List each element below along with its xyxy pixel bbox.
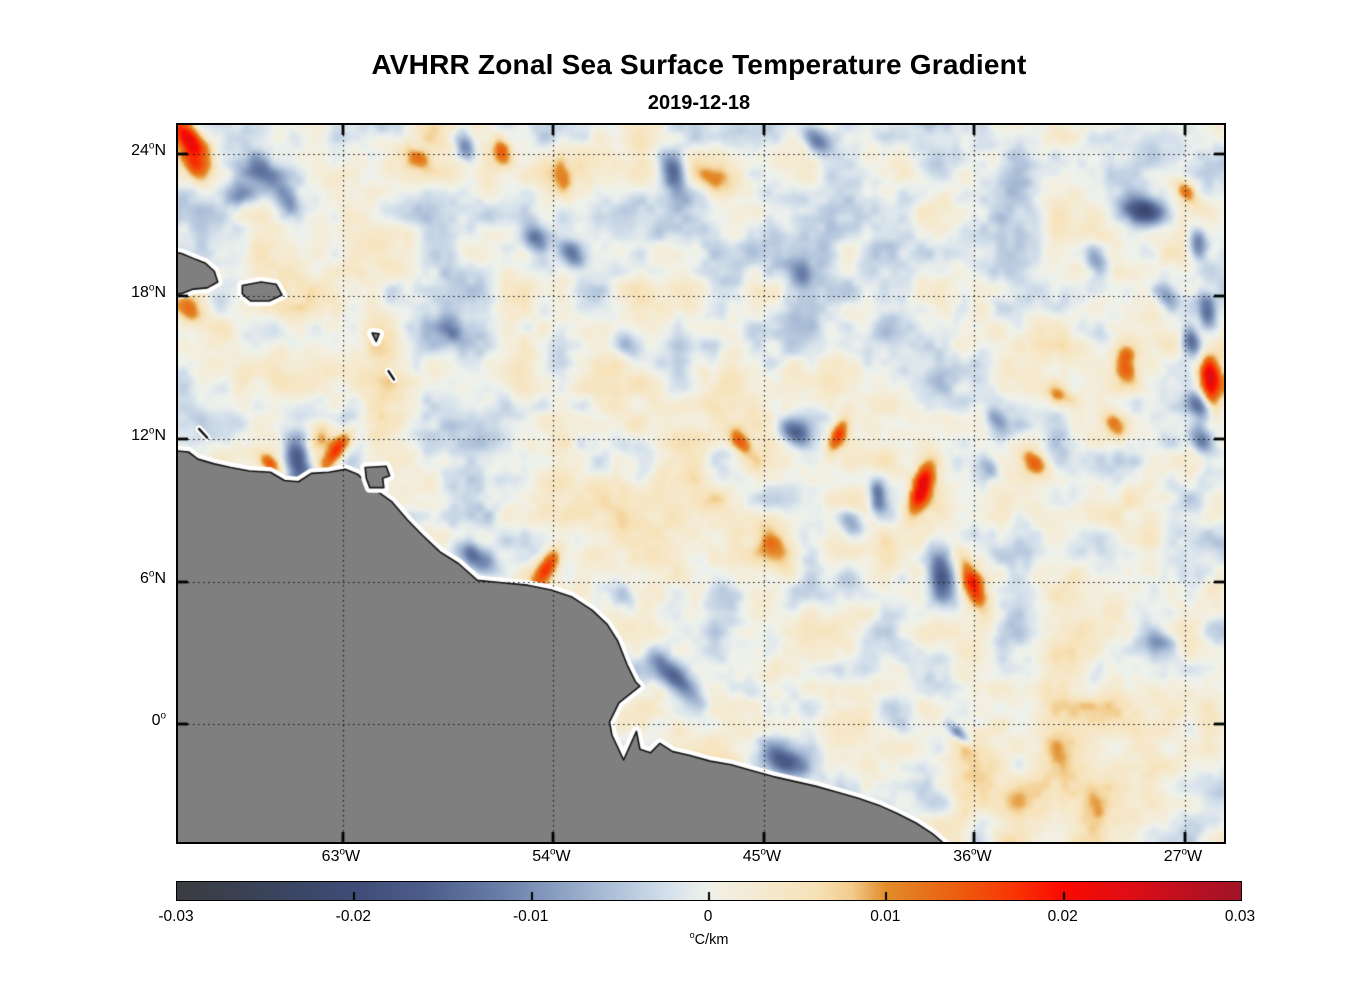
y-tick-label: 12oN — [131, 425, 166, 444]
colorbar-unit-label: oC/km — [689, 930, 729, 948]
colorbar-tick-label: -0.02 — [335, 908, 371, 925]
degree-superscript: o — [760, 846, 766, 858]
map-plot — [176, 123, 1226, 844]
y-tick-label: 18oN — [131, 282, 166, 302]
degree-superscript: o — [971, 846, 977, 858]
colorbar-tick-label: -0.03 — [158, 908, 194, 925]
degree-superscript: o — [148, 425, 155, 437]
chart-subtitle: 2019-12-18 — [647, 92, 751, 114]
colorbar-tick-label: 0.02 — [1047, 908, 1078, 925]
x-tick-label: 27oW — [1163, 846, 1203, 865]
x-tick-label: 45oW — [742, 846, 782, 865]
y-tick-label: 0o — [151, 710, 166, 730]
x-tick-label: 36oW — [953, 846, 992, 865]
degree-superscript: o — [148, 568, 155, 580]
y-tick-label: 24oN — [131, 140, 166, 159]
map-canvas — [178, 125, 1224, 842]
x-tick-label: 63oW — [321, 846, 361, 865]
colorbar-tick-label: 0 — [703, 908, 713, 925]
colorbar-tick-label: 0.01 — [870, 908, 901, 925]
degree-superscript: o — [148, 282, 155, 294]
degree-superscript: o — [160, 710, 166, 722]
degree-superscript: o — [549, 846, 556, 858]
x-tick-label: 54oW — [532, 846, 571, 865]
chart-title: AVHRR Zonal Sea Surface Temperature Grad… — [371, 49, 1027, 80]
colorbar-tick-label: -0.01 — [512, 908, 549, 925]
degree-superscript: o — [1181, 846, 1188, 858]
colorbar — [176, 881, 1242, 901]
colorbar-tick-label: 0.03 — [1224, 908, 1256, 925]
degree-superscript: o — [689, 930, 695, 941]
y-tick-label: 6oN — [140, 568, 166, 587]
degree-superscript: o — [339, 846, 345, 858]
degree-superscript: o — [148, 140, 155, 152]
